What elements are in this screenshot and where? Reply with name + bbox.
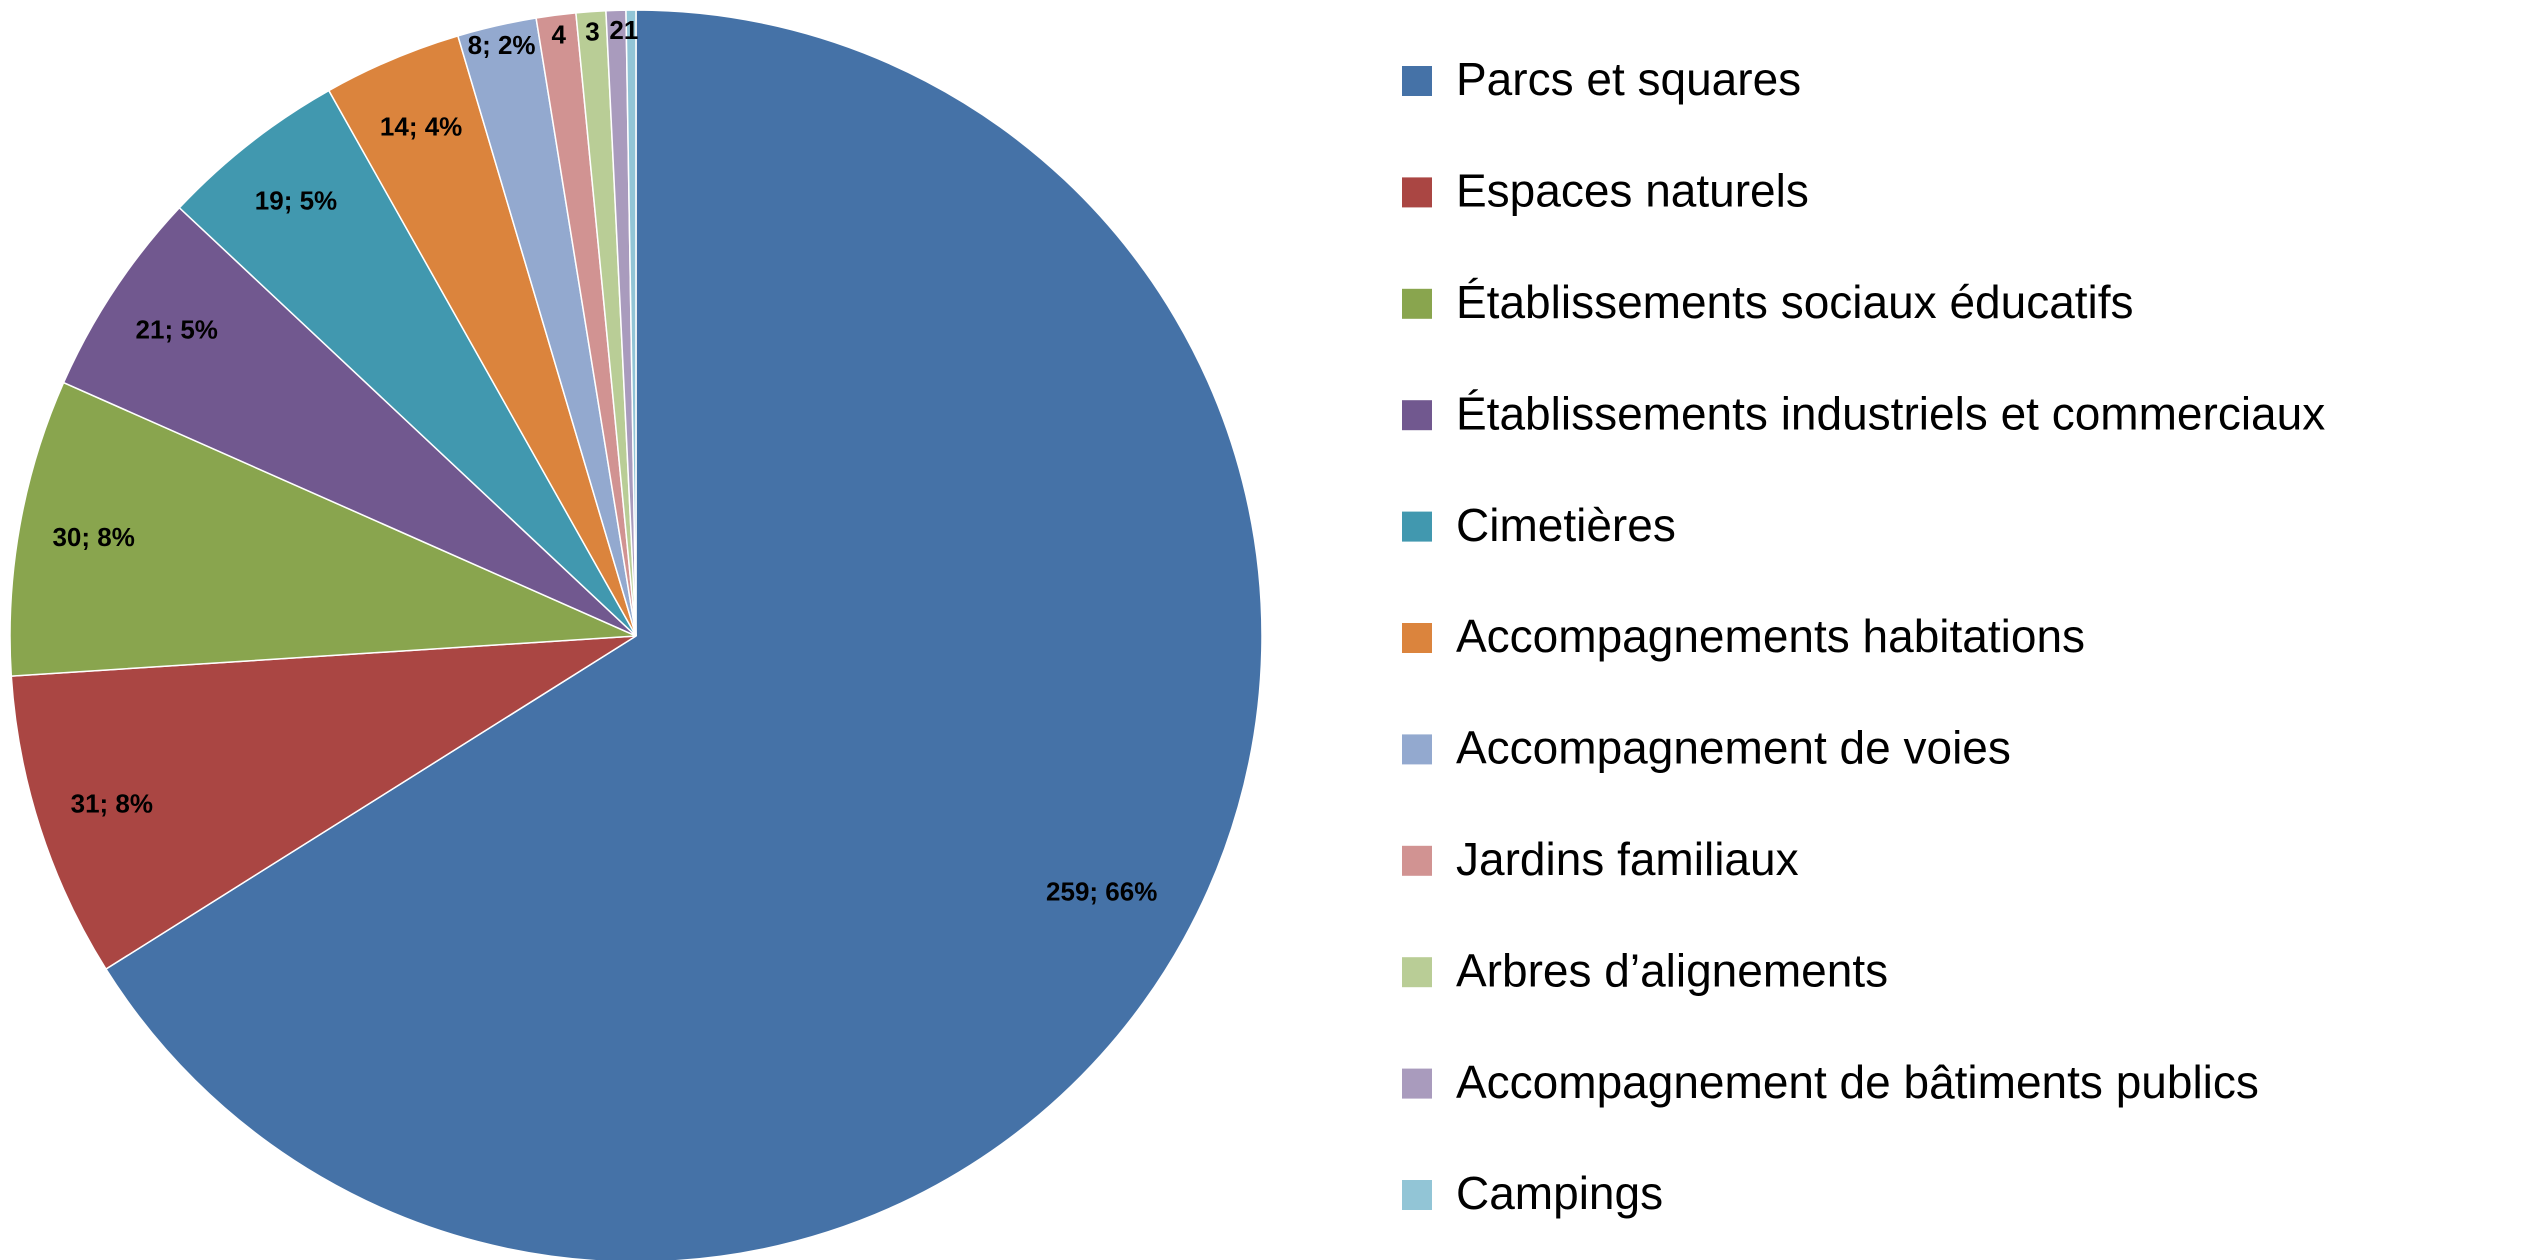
legend-label: Accompagnement de voies	[1456, 722, 2011, 774]
legend-label: Établissements sociaux éducatifs	[1456, 276, 2134, 328]
legend-label: Parcs et squares	[1456, 53, 1801, 105]
legend-swatch	[1402, 511, 1432, 542]
pie-slice	[10, 635, 637, 971]
data-label: 1	[624, 15, 638, 45]
data-label: 30; 8%	[52, 522, 134, 552]
data-label: 19; 5%	[255, 185, 337, 215]
pie-slice	[62, 206, 637, 637]
legend-swatch	[1402, 623, 1432, 653]
legend-swatch	[1402, 734, 1432, 765]
legend-label: Cimetières	[1456, 499, 1676, 551]
data-label: 4	[552, 20, 567, 50]
legend-swatch	[1402, 1180, 1432, 1210]
legend-label: Campings	[1456, 1167, 1663, 1219]
pie-slice	[178, 89, 637, 637]
data-label: 31; 8%	[71, 788, 153, 818]
legend-swatch	[1402, 845, 1432, 876]
legend-swatch	[1402, 1068, 1432, 1099]
data-label: 8; 2%	[468, 30, 536, 60]
pie-slice	[104, 9, 1263, 1260]
data-label: 14; 4%	[380, 112, 462, 142]
legend-swatch	[1402, 66, 1432, 96]
legend-swatch	[1402, 177, 1432, 208]
data-label: 259; 66%	[1046, 876, 1157, 906]
pie-slice	[9, 381, 637, 677]
legend-label: Jardins familiaux	[1456, 833, 1799, 885]
legend-label: Établissements industriels et commerciau…	[1456, 387, 2325, 439]
legend-label: Accompagnement de bâtiments publics	[1456, 1056, 2259, 1108]
legend-label: Espaces naturels	[1456, 165, 1809, 217]
pie-slice	[625, 9, 637, 637]
legend-label: Arbres d’alignements	[1456, 944, 1888, 996]
legend-swatch	[1402, 288, 1432, 319]
data-label: 3	[585, 16, 599, 46]
data-label: 21; 5%	[136, 315, 218, 345]
legend-swatch	[1402, 957, 1432, 988]
data-label: 2	[609, 15, 623, 45]
legend-swatch	[1402, 400, 1432, 431]
legend-label: Accompagnements habitations	[1456, 610, 2085, 662]
